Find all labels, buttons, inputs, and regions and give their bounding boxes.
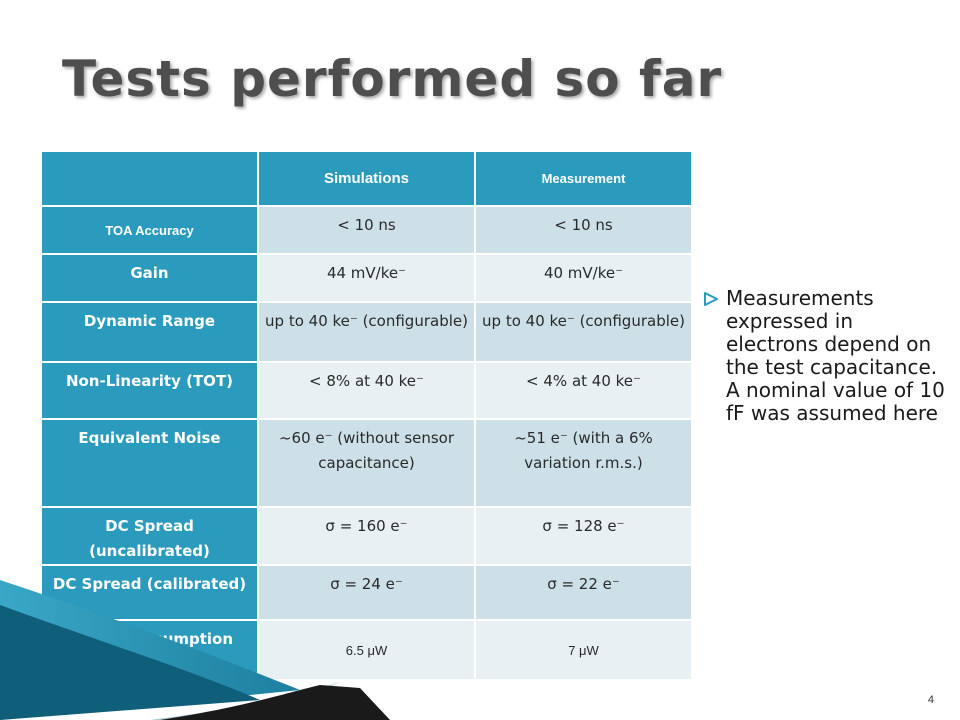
hollow-arrow-bullet-icon: [704, 292, 718, 306]
sim-cell: up to 40 ke⁻ (configurable): [257, 301, 476, 363]
meas-cell: σ = 22 e⁻: [474, 564, 693, 621]
sim-cell: < 8% at 40 ke⁻: [257, 361, 476, 420]
table-row: TOA Accuracy < 10 ns < 10 ns: [40, 205, 693, 255]
sim-cell: < 10 ns: [257, 205, 476, 255]
meas-cell: up to 40 ke⁻ (configurable): [474, 301, 693, 363]
meas-cell: 7 μW: [474, 619, 693, 681]
header-empty: [40, 150, 259, 207]
meas-cell: 40 mV/ke⁻: [474, 253, 693, 303]
meas-cell: < 4% at 40 ke⁻: [474, 361, 693, 420]
page-number: 4: [927, 694, 934, 706]
sim-cell: σ = 24 e⁻: [257, 564, 476, 621]
header-measurement: Measurement: [474, 150, 693, 207]
header-simulations: Simulations: [257, 150, 476, 207]
table-row: Dynamic Range up to 40 ke⁻ (configurable…: [40, 301, 693, 363]
decorative-swoosh: [0, 580, 390, 720]
row-label: Dynamic Range: [40, 301, 259, 363]
row-label: TOA Accuracy: [40, 205, 259, 255]
sim-cell: σ = 160 e⁻: [257, 506, 476, 566]
row-label: DC Spread (uncalibrated): [40, 506, 259, 566]
row-label: Gain: [40, 253, 259, 303]
table-row: Non-Linearity (TOT) < 8% at 40 ke⁻ < 4% …: [40, 361, 693, 420]
table-header-row: Simulations Measurement: [40, 150, 693, 207]
table-row: DC Spread (uncalibrated) σ = 160 e⁻ σ = …: [40, 506, 693, 566]
row-label: Non-Linearity (TOT): [40, 361, 259, 420]
meas-cell: σ = 128 e⁻: [474, 506, 693, 566]
table-row: Equivalent Noise ~60 e⁻ (without sensor …: [40, 418, 693, 508]
meas-cell: ~51 e⁻ (with a 6% variation r.m.s.): [474, 418, 693, 508]
sim-cell: 44 mV/ke⁻: [257, 253, 476, 303]
sim-cell: 6.5 μW: [257, 619, 476, 681]
sim-cell: ~60 e⁻ (without sensor capacitance): [257, 418, 476, 508]
meas-cell: < 10 ns: [474, 205, 693, 255]
side-note: Measurements expressed in electrons depe…: [726, 286, 945, 425]
slide-title: Tests performed so far: [62, 50, 723, 108]
row-label: Equivalent Noise: [40, 418, 259, 508]
table-row: Gain 44 mV/ke⁻ 40 mV/ke⁻: [40, 253, 693, 303]
